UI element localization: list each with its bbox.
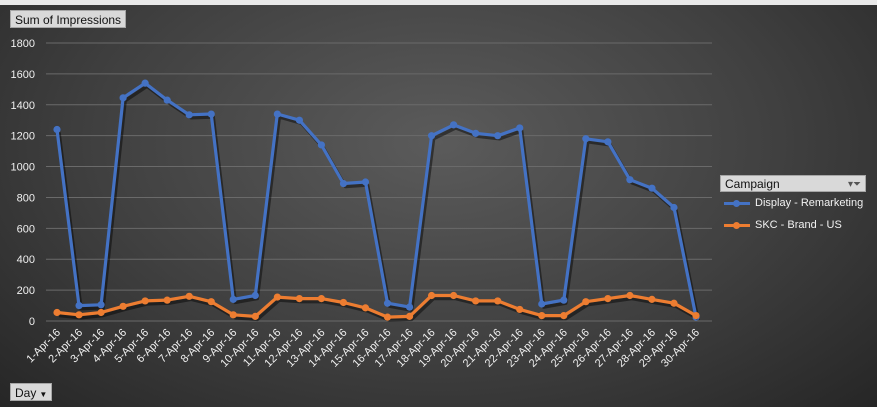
data-point	[516, 305, 524, 314]
data-point	[97, 308, 105, 317]
series-line-skc-brand-us	[56, 293, 697, 319]
data-point	[273, 293, 281, 301]
data-point	[141, 297, 149, 305]
axis-field-label: Day	[15, 386, 37, 400]
series-line-display-remarketing	[55, 81, 698, 318]
data-point	[295, 116, 303, 124]
legend-line-marker	[724, 221, 750, 229]
y-tick-label: 1000	[11, 162, 35, 174]
data-point	[405, 312, 414, 320]
sheet-top-edge	[0, 0, 877, 5]
data-point	[450, 121, 458, 129]
y-tick-label: 400	[17, 254, 35, 266]
data-point	[229, 311, 237, 319]
data-point	[494, 297, 502, 305]
data-point	[604, 295, 612, 303]
y-tick-label: 1800	[11, 38, 35, 50]
data-point	[53, 308, 61, 317]
values-field-label: Sum of Impressions	[15, 13, 122, 27]
data-point	[141, 79, 149, 87]
data-point	[339, 179, 348, 188]
data-point	[119, 94, 127, 102]
data-point	[560, 296, 568, 304]
data-point	[251, 291, 259, 300]
chevron-down-icon: ▼	[39, 390, 48, 399]
data-point	[163, 296, 171, 304]
data-point	[626, 291, 634, 300]
data-point	[229, 295, 237, 303]
data-point	[383, 299, 392, 307]
data-point	[361, 178, 370, 186]
data-point	[163, 96, 171, 104]
data-point	[538, 311, 546, 320]
y-tick-label: 0	[29, 316, 35, 328]
legend-label: SKC - Brand - US	[755, 219, 842, 231]
data-point	[494, 132, 502, 140]
data-point	[251, 312, 259, 320]
data-point	[185, 111, 193, 119]
data-point	[75, 311, 83, 319]
values-field-button[interactable]: Sum of Impressions	[10, 10, 127, 28]
data-point	[626, 176, 634, 184]
data-point	[516, 124, 524, 132]
data-point	[582, 298, 590, 306]
data-point	[317, 295, 326, 303]
data-point	[361, 304, 370, 312]
data-point	[538, 300, 546, 308]
data-point	[53, 125, 61, 134]
legend-campaign-filter[interactable]: Campaign ▾⏷	[720, 175, 866, 192]
data-point	[472, 297, 480, 305]
legend-label: Display - Remarketing	[755, 197, 864, 209]
y-tick-label: 1600	[11, 69, 35, 81]
data-point	[185, 292, 193, 300]
y-tick-label: 800	[17, 192, 35, 204]
y-tick-label: 1200	[11, 131, 35, 143]
y-tick-label: 600	[17, 223, 35, 235]
data-point	[317, 141, 326, 149]
data-point	[383, 313, 392, 321]
data-point	[119, 302, 127, 310]
data-point	[405, 303, 414, 311]
data-point	[427, 291, 436, 300]
filter-dropdown-icon[interactable]: ▾⏷	[847, 179, 861, 190]
data-point	[472, 129, 480, 137]
legend-line-marker	[724, 199, 750, 207]
data-point	[582, 135, 590, 143]
data-point	[97, 301, 105, 309]
legend-title: Campaign	[725, 177, 780, 191]
data-point	[604, 138, 612, 146]
data-point	[207, 110, 215, 118]
data-point	[207, 298, 215, 306]
data-point	[427, 132, 436, 140]
data-point	[295, 295, 303, 303]
data-point	[648, 184, 656, 192]
axis-field-button[interactable]: Day ▼	[10, 383, 53, 401]
data-point	[670, 299, 678, 307]
legend-item-display-remarketing: Display - Remarketing	[720, 192, 866, 214]
data-point	[648, 295, 656, 303]
data-point	[339, 298, 348, 307]
data-point	[450, 291, 458, 300]
legend: Campaign ▾⏷ Display - Remarketing SKC - …	[720, 175, 866, 236]
y-tick-label: 1400	[11, 100, 35, 112]
data-point	[273, 110, 281, 118]
data-point	[670, 203, 678, 212]
data-point	[692, 311, 700, 320]
data-point	[560, 311, 568, 320]
data-point	[75, 301, 83, 310]
series-line-shadow	[57, 84, 700, 321]
legend-item-skc-brand-us: SKC - Brand - US	[720, 214, 866, 236]
y-tick-label: 200	[17, 285, 35, 297]
